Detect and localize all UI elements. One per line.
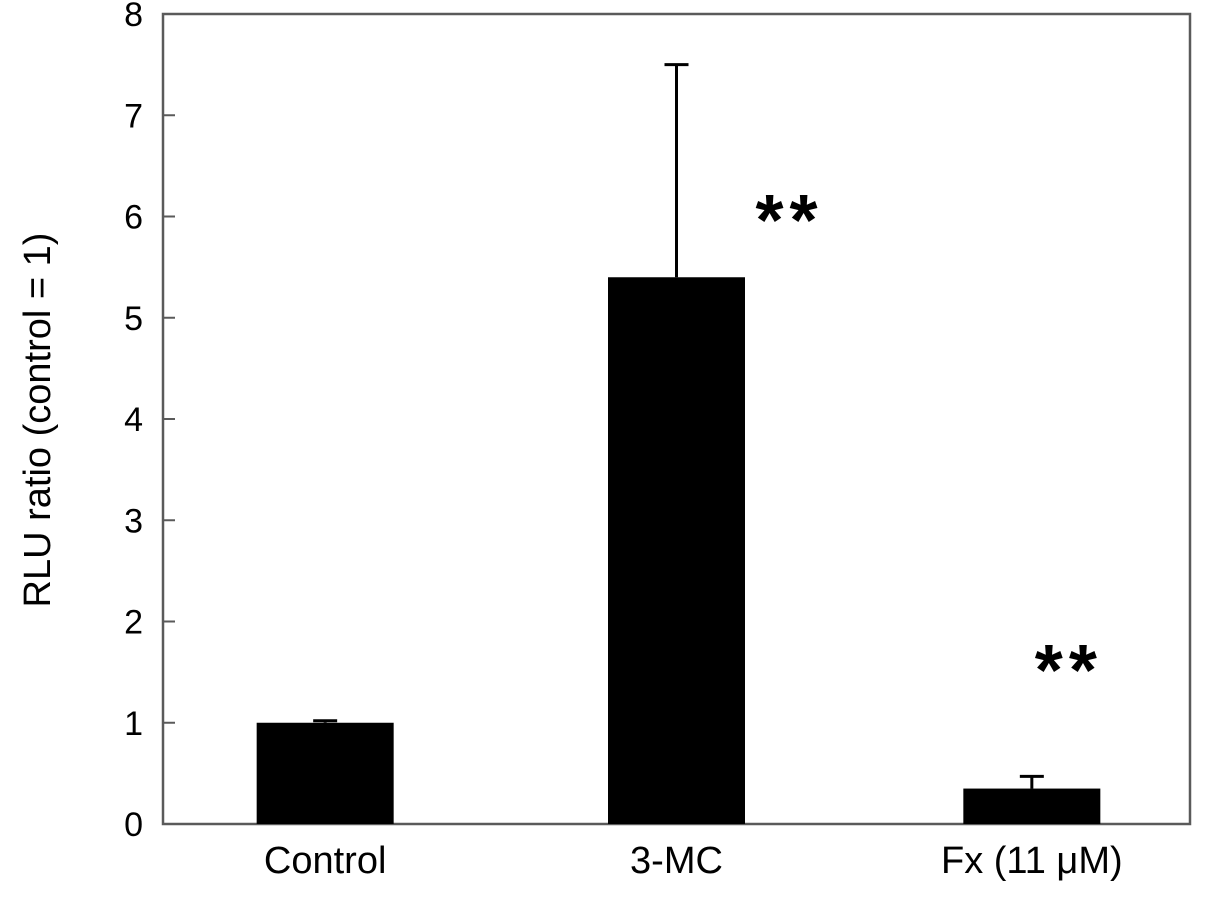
- y-tick-label: 3: [124, 502, 143, 540]
- x-tick-label: Fx (11 μM): [941, 840, 1123, 882]
- bar: [256, 722, 394, 824]
- y-tick-label: 8: [124, 0, 143, 34]
- x-tick-label: 3-MC: [630, 840, 723, 882]
- bar: [963, 788, 1101, 824]
- bar: [608, 277, 745, 824]
- y-tick-label: 0: [124, 806, 143, 844]
- y-tick-label: 7: [124, 97, 143, 135]
- y-tick-label: 1: [124, 705, 143, 743]
- y-tick-label: 5: [124, 300, 143, 338]
- x-axis-labels: Control 3-MC Fx (11 μM): [264, 840, 1123, 882]
- y-axis-title: RLU ratio (control = 1): [17, 233, 59, 608]
- y-tick-label: 2: [124, 604, 143, 642]
- significance-marker: **: [1035, 631, 1103, 711]
- y-tick-label: 4: [124, 401, 143, 439]
- x-tick-label: Control: [264, 840, 387, 882]
- y-axis-ticks: 0 1 2 3 4 5 6 7 8: [124, 0, 175, 844]
- significance-marker: **: [755, 181, 823, 261]
- bars: ** **: [256, 63, 1103, 824]
- y-tick-label: 6: [124, 199, 143, 237]
